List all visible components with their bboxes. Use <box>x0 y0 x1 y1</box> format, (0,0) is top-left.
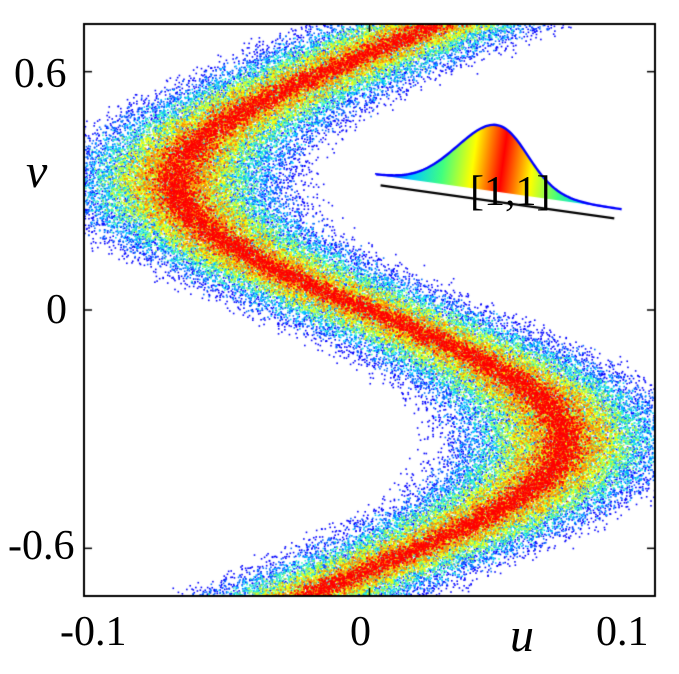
xtick-label-1: 0 <box>350 608 371 656</box>
y-axis-label: v <box>26 144 47 199</box>
ytick-label-1: 0 <box>46 286 67 334</box>
inset-label: [1,1] <box>470 168 550 216</box>
xtick-label-2: 0.1 <box>596 608 649 656</box>
ytick-label-2: 0.6 <box>14 50 67 98</box>
density-plot-canvas <box>0 0 679 674</box>
figure-container: v u -0.6 0 0.6 -0.1 0 0.1 [1,1] <box>0 0 679 674</box>
x-axis-label: u <box>510 608 534 663</box>
xtick-label-0: -0.1 <box>60 608 127 656</box>
ytick-label-0: -0.6 <box>8 522 75 570</box>
